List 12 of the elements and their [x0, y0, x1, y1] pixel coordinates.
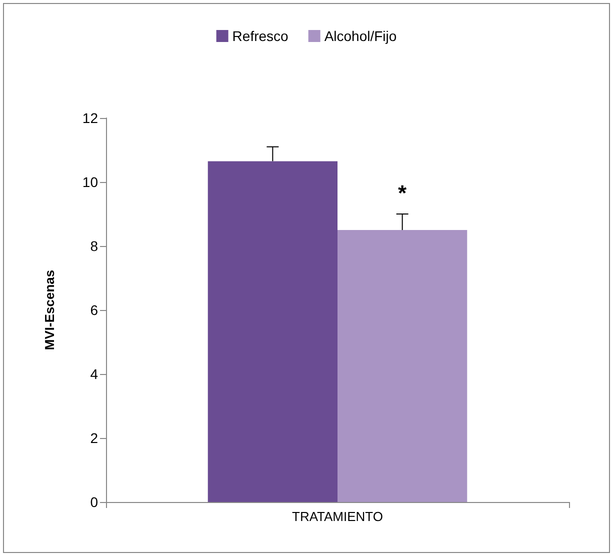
legend-label: Alcohol/Fijo: [324, 28, 397, 44]
y-tick-label: 0: [90, 494, 98, 510]
y-tick-label: 10: [82, 174, 98, 190]
legend-label: Refresco: [232, 28, 289, 44]
y-tick-label: 12: [82, 110, 98, 126]
y-tick-label: 6: [90, 302, 98, 318]
y-tick-label: 8: [90, 238, 98, 254]
y-tick-label: 2: [90, 430, 98, 446]
annotation: *: [398, 180, 408, 206]
x-tick-label: TRATAMIENTO: [292, 509, 383, 524]
y-axis-title: MVI-Escenas: [42, 270, 57, 350]
y-tick-label: 4: [90, 366, 98, 382]
